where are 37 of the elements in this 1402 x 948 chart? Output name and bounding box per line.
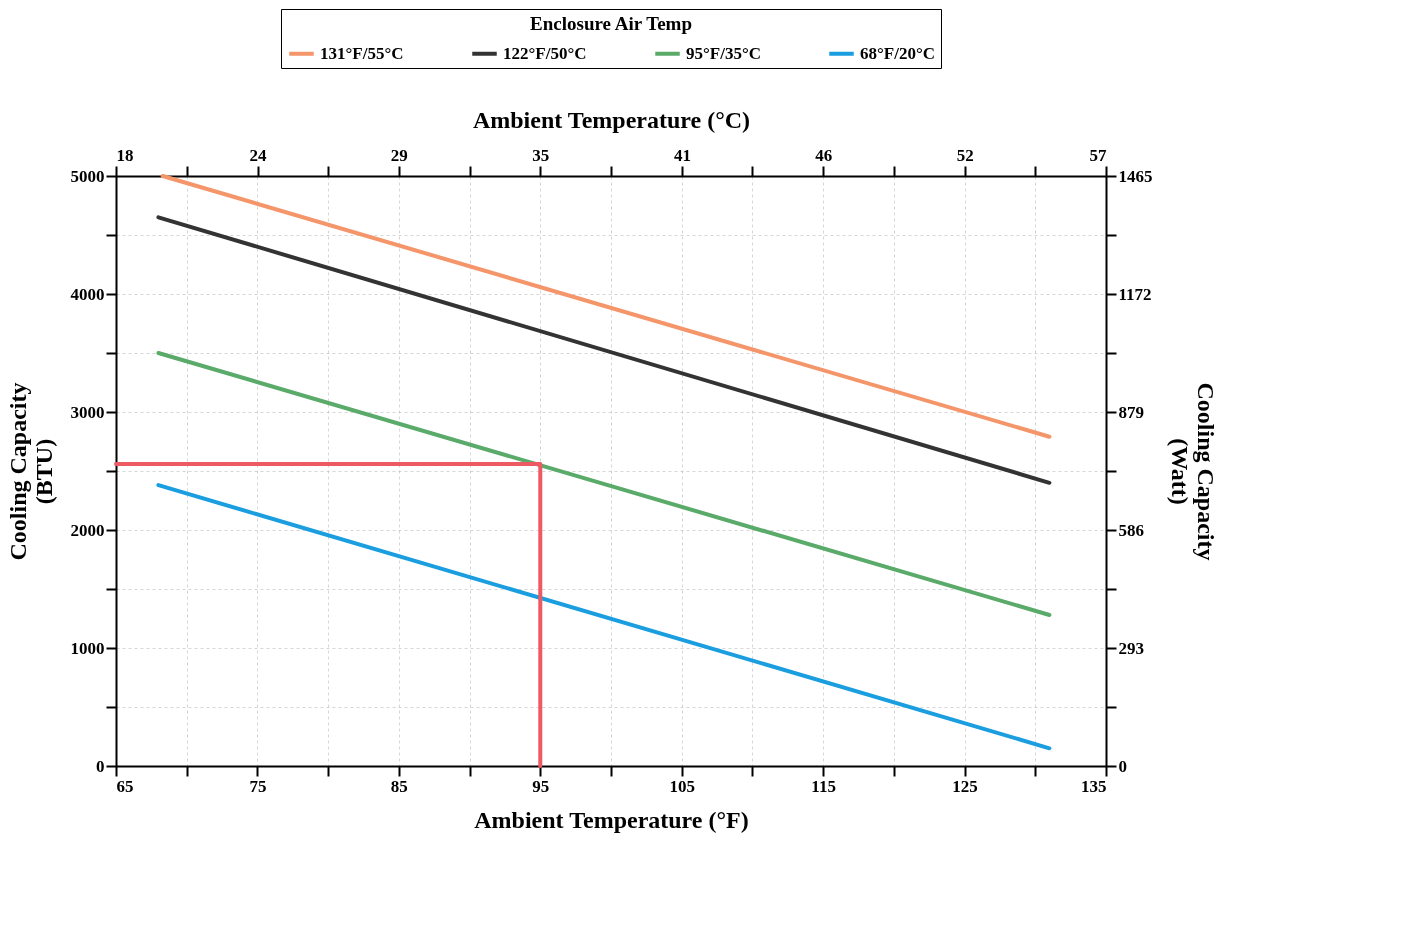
x2-axis-title: Ambient Temperature (°C): [472, 106, 751, 133]
x-tick-label: 105: [669, 776, 695, 796]
y2-tick-label: 1172: [1118, 284, 1152, 304]
legend-label: 131°F/55°C: [320, 43, 404, 63]
x2-tick-label: 52: [956, 145, 974, 165]
y-tick-label: 4000: [70, 284, 105, 304]
y2-tick-label: 0: [1118, 756, 1127, 776]
x2-tick-label: 57: [1089, 145, 1107, 165]
x-tick-label: 135: [1081, 776, 1107, 796]
y-axis-title: Cooling Capacity (BTU): [4, 382, 57, 561]
legend-label: 68°F/20°C: [860, 43, 935, 63]
y-tick-label: 1000: [70, 638, 105, 658]
x-tick-label: 115: [811, 776, 836, 796]
x-tick-label: 125: [952, 776, 978, 796]
y-tick-label: 3000: [70, 402, 105, 422]
x2-tick-label: 18: [116, 145, 134, 165]
x2-tick-label: 29: [390, 145, 408, 165]
x2-tick-label: 41: [673, 145, 691, 165]
y-tick-label: 0: [96, 756, 105, 776]
y2-axis-title: Cooling Capacity (Watt): [1166, 382, 1219, 561]
y-tick-label: 5000: [70, 166, 105, 186]
x2-tick-label: 24: [249, 145, 268, 165]
y2-tick-label: 1465: [1118, 166, 1153, 186]
legend-label: 95°F/35°C: [686, 43, 761, 63]
x-tick-label: 75: [249, 776, 267, 796]
x-tick-label: 65: [116, 776, 134, 796]
y2-tick-label: 293: [1118, 638, 1144, 658]
x2-tick-label: 46: [815, 145, 833, 165]
x-tick-label: 85: [390, 776, 408, 796]
legend-label: 122°F/50°C: [503, 43, 587, 63]
y-tick-label: 2000: [70, 520, 105, 540]
y2-tick-label: 879: [1118, 402, 1144, 422]
y2-tick-label: 586: [1118, 520, 1144, 540]
x2-tick-label: 35: [532, 145, 550, 165]
x-axis-title: Ambient Temperature (°F): [474, 806, 749, 833]
legend-title: Enclosure Air Temp: [530, 13, 692, 34]
x-tick-label: 95: [532, 776, 550, 796]
